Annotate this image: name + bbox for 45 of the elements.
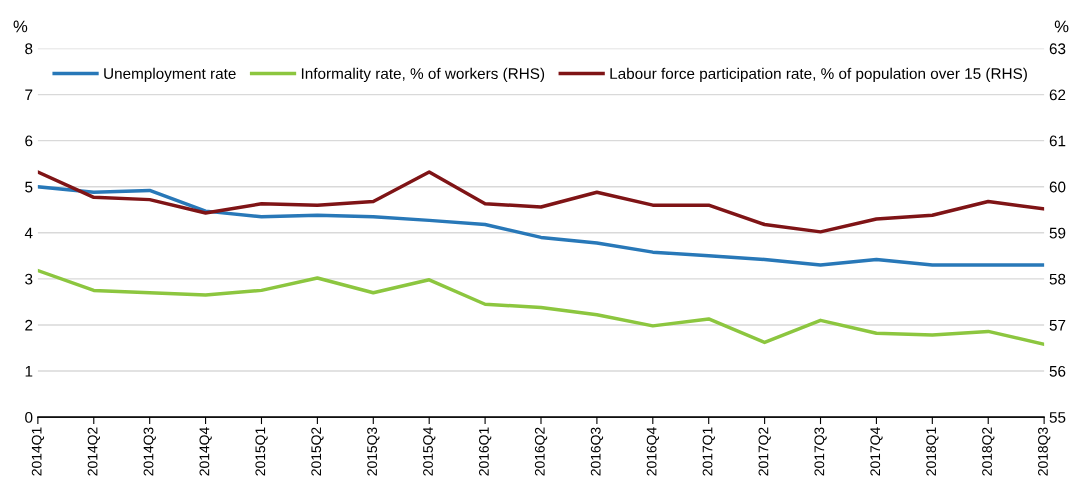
x-tick-label: 2014Q4 [199,427,212,476]
y2-tick-label: 62 [1049,89,1066,101]
y-tick-label: 0 [25,411,33,423]
y2-tick-label: 61 [1049,135,1066,147]
x-tick-label: 2015Q1 [255,427,268,476]
y2-tick-label: 55 [1049,412,1066,423]
y2-tick-label: 60 [1049,181,1066,193]
y-tick-label: 3 [25,273,33,285]
x-tick-label: 2018Q1 [926,427,939,476]
y-tick-label: 5 [25,181,33,193]
x-tick-label: 2016Q4 [646,427,660,476]
y-tick-label: 7 [25,89,33,101]
x-tick-label: 2016Q1 [478,427,492,476]
x-tick-label: 2014Q3 [143,427,156,476]
x-tick-label: 2016Q3 [590,427,604,476]
x-tick-label: 2018Q3 [1038,427,1051,476]
y2-tick-label: 58 [1049,273,1066,285]
y-tick-label: 1 [25,366,33,377]
x-tick-label: 2015Q2 [311,427,324,476]
x-tick-label: 2017Q2 [758,427,771,476]
x-tick-label: 2017Q1 [702,427,715,476]
x-tick-label: 2017Q3 [814,427,827,476]
y-tick-label: 6 [25,135,33,147]
y2-tick-label: 56 [1049,365,1066,377]
legend-label: Unemployment rate [104,67,236,83]
x-tick-label: 2017Q4 [870,427,883,476]
y-tick-label: 8 [25,43,33,55]
x-tick-label: 2014Q2 [87,427,100,476]
x-tick-label: 2018Q2 [982,427,995,476]
legend-label: Labour force participation rate, % of population over 15 (RHS) [610,67,1027,83]
x-tick-label: 2015Q3 [367,427,380,476]
y2-axis-title: % [1054,20,1069,33]
y2-tick-label: 59 [1049,227,1066,239]
y-axis-title: % [13,20,28,33]
line-series [37,170,1045,234]
x-tick-label: 2014Q1 [31,427,45,476]
x-tick-label: 2016Q2 [534,427,548,476]
y-tick-label: 4 [24,227,33,239]
x-tick-label: 2015Q4 [423,427,436,476]
line-series [37,184,1045,267]
legend-label: Informality rate, % of workers (RHS) [301,67,545,83]
y2-tick-label: 57 [1049,319,1066,331]
y2-tick-label: 63 [1049,43,1066,55]
line-series [37,268,1045,347]
y-tick-label: 2 [25,319,33,331]
